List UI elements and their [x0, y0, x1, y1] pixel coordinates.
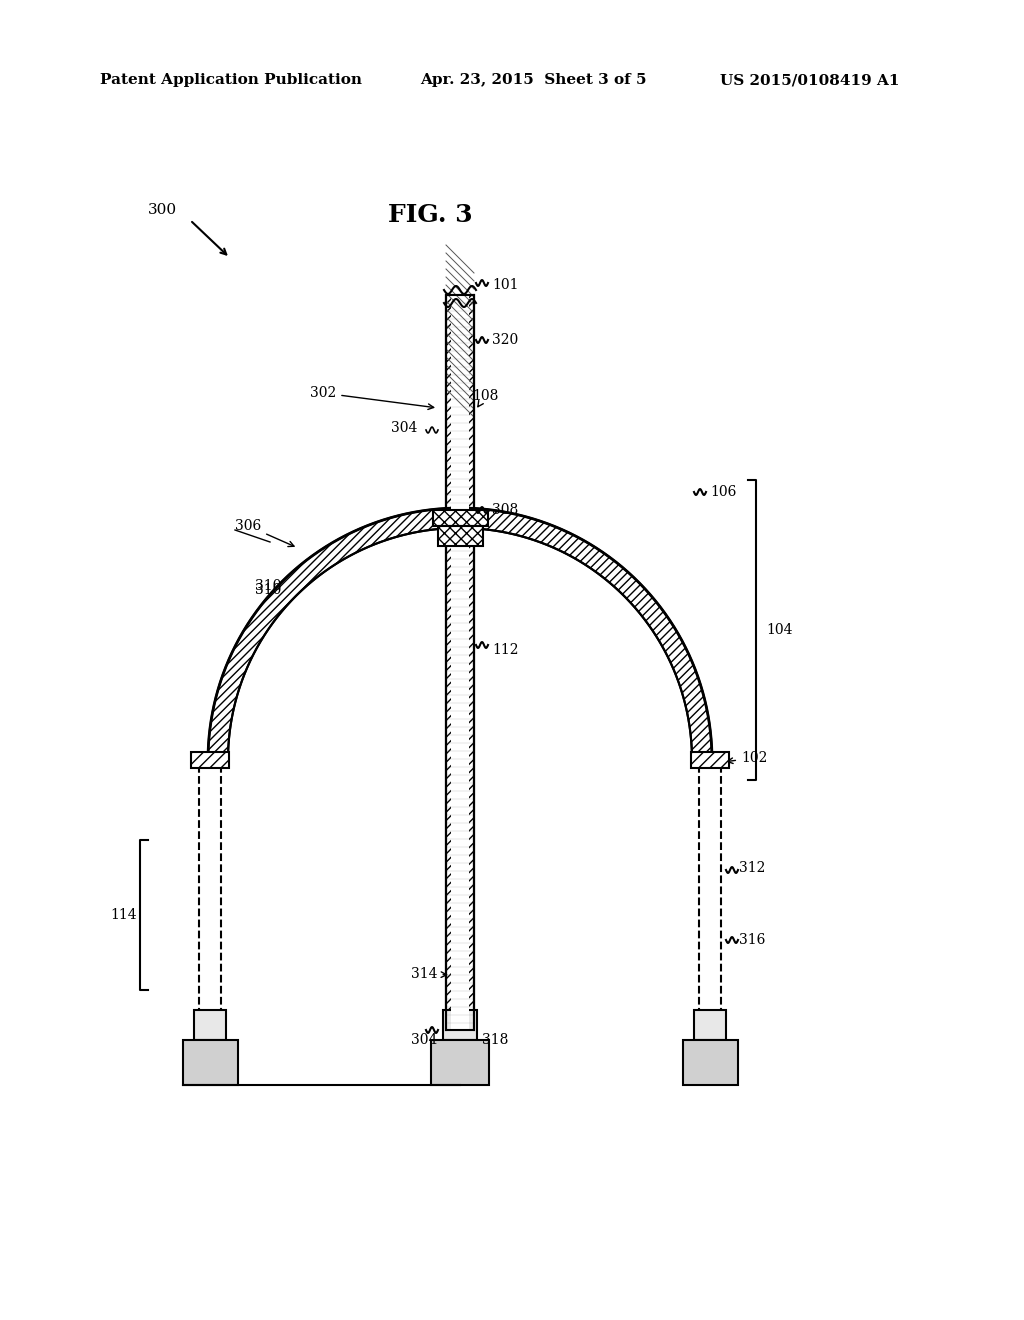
Text: Apr. 23, 2015  Sheet 3 of 5: Apr. 23, 2015 Sheet 3 of 5 [420, 73, 646, 87]
Bar [446, 294, 474, 1030]
Bar [691, 752, 729, 768]
Text: Patent Application Publication: Patent Application Publication [100, 73, 362, 87]
Bar [433, 510, 488, 525]
Bar [451, 294, 469, 1030]
Text: 316: 316 [739, 933, 765, 946]
Text: 108: 108 [472, 389, 499, 407]
Bar [694, 1010, 726, 1040]
Text: 112: 112 [492, 643, 518, 657]
Bar [446, 294, 474, 1030]
Text: FIG. 3: FIG. 3 [388, 203, 472, 227]
Text: 314: 314 [411, 968, 446, 981]
Text: 104: 104 [766, 623, 793, 638]
Polygon shape [208, 508, 712, 760]
Bar [438, 525, 483, 546]
Text: 312: 312 [739, 861, 765, 875]
Bar [431, 1040, 489, 1085]
Text: 306: 306 [234, 519, 294, 546]
Bar [699, 755, 721, 760]
Text: 310: 310 [255, 579, 282, 593]
Text: 300: 300 [148, 203, 177, 216]
Text: 304: 304 [391, 421, 418, 436]
Bar [194, 1010, 226, 1040]
Text: 318: 318 [482, 1034, 508, 1047]
Bar [191, 752, 229, 768]
Text: 106: 106 [710, 484, 736, 499]
Text: 308: 308 [492, 503, 518, 517]
Text: 304: 304 [411, 1034, 437, 1047]
Text: 302: 302 [310, 385, 434, 409]
Text: 114: 114 [110, 908, 136, 921]
Text: 102: 102 [727, 751, 767, 766]
Text: US 2015/0108419 A1: US 2015/0108419 A1 [720, 73, 899, 87]
Text: 101: 101 [492, 279, 518, 292]
Text: 320: 320 [492, 333, 518, 347]
Bar [443, 1010, 477, 1040]
Bar [683, 1040, 738, 1085]
Bar [183, 1040, 238, 1085]
Text: 310: 310 [255, 583, 282, 597]
Bar [199, 755, 221, 760]
